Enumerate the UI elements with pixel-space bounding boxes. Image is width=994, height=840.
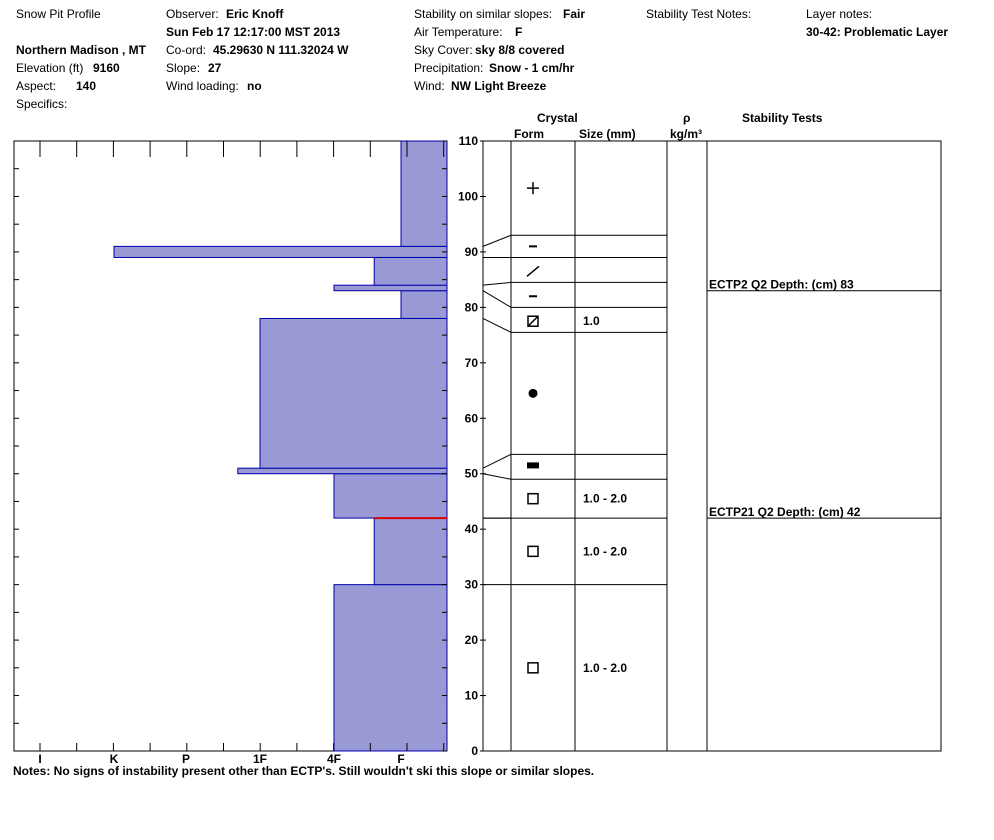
sky-value: sky 8/8 covered: [475, 43, 565, 57]
layer-connector-6: [482, 473, 512, 480]
hardness-bar-1: [373, 517, 448, 586]
crystal-form-square-icon: [527, 662, 539, 674]
layer-notes-label: Layer notes:: [806, 7, 873, 21]
coord-label: Co-ord:: [166, 43, 207, 57]
hardness-bar-4: [259, 317, 448, 469]
slope-value: 27: [208, 61, 222, 75]
location: Northern Madison , MT: [16, 43, 146, 57]
depth-tick-label-100: 100: [458, 189, 478, 203]
layer-connector-3: [482, 290, 512, 308]
stability-label: Stability on similar slopes:: [414, 7, 553, 21]
size-header: Size (mm): [579, 127, 636, 141]
coord-value: 45.29630 N 111.32024 W: [213, 43, 349, 57]
wind-loading-label: Wind loading:: [166, 79, 239, 93]
crystal-form-plus-icon: [527, 182, 539, 195]
air-temp-label: Air Temperature:: [414, 25, 503, 39]
layer-table-frame: [482, 140, 942, 752]
rho-header: ρ: [683, 111, 691, 125]
stability-tests-header: Stability Tests: [742, 111, 823, 125]
depth-tick-label-10: 10: [465, 689, 479, 703]
layer-connector-0: [482, 234, 512, 247]
depth-tick-label-110: 110: [459, 134, 479, 148]
observer-value: Eric Knoff: [226, 7, 284, 21]
notes: Notes: No signs of instability present o…: [13, 764, 595, 778]
layer-connector-2: [482, 281, 512, 286]
crystal-form-square-icon: [527, 545, 539, 558]
crystal-form-dot-icon: [528, 388, 538, 398]
elevation-label: Elevation (ft): [16, 61, 84, 75]
crystal-form-bar-icon: [527, 462, 539, 469]
hardness-tick-label-4F: 4F: [327, 752, 341, 766]
layer-connector-4: [482, 318, 512, 333]
sky-label: Sky Cover:: [414, 43, 473, 57]
hardness-bar-0: [333, 584, 448, 752]
crystal-form-slash-icon: [526, 265, 540, 277]
precip-value: Snow - 1 cm/hr: [489, 61, 575, 75]
hardness-tick-label-K: K: [110, 752, 119, 766]
depth-tick-label-90: 90: [465, 245, 479, 259]
hardness-bar-2: [333, 473, 448, 519]
depth-tick-label-40: 40: [465, 522, 479, 536]
hardness-tick-label-1F: 1F: [253, 752, 267, 766]
air-temp-value: F: [515, 25, 523, 39]
observer-label: Observer:: [166, 7, 219, 21]
specifics-label: Specifics:: [16, 97, 68, 111]
layer-connector-5: [482, 453, 512, 469]
hardness-bar-6: [333, 284, 448, 292]
hardness-bar-9: [400, 140, 448, 247]
hardness-bar-3: [237, 467, 448, 475]
crystal-form-square-icon: [527, 492, 539, 505]
stability-notes-label: Stability Test Notes:: [646, 7, 752, 21]
precip-label: Precipitation:: [414, 61, 484, 75]
density-unit-header: kg/m³: [670, 127, 703, 141]
crystal-header: Crystal: [537, 111, 578, 125]
observation-date: Sun Feb 17 12:17:00 MST 2013: [166, 25, 341, 39]
hardness-bar-7: [373, 256, 448, 286]
crystal-size-label-9: 1.0 - 2.0: [583, 661, 627, 675]
stability-test-label-0: ECTP2 Q2 Depth: (cm) 83: [709, 278, 854, 292]
form-header: Form: [514, 127, 544, 141]
elevation-value: 9160: [93, 61, 120, 75]
wind-loading-value: no: [247, 79, 262, 93]
aspect-label: Aspect:: [16, 79, 57, 93]
hardness-bar-8: [113, 245, 448, 258]
crystal-size-label-8: 1.0 - 2.0: [583, 544, 627, 558]
stability-test-label-1: ECTP21 Q2 Depth: (cm) 42: [709, 505, 861, 519]
hardness-tick-label-I: I: [38, 752, 41, 766]
crystal-size-label-4: 1.0: [583, 314, 600, 328]
layer-notes-value: 30-42: Problematic Layer: [806, 25, 949, 39]
hardness-tick-label-P: P: [182, 752, 190, 766]
wind-value: NW Light Breeze: [451, 79, 547, 93]
hardness-tick-label-F: F: [397, 752, 404, 766]
depth-tick-label-30: 30: [465, 578, 479, 592]
aspect-value: 140: [76, 79, 97, 93]
depth-tick-label-20: 20: [465, 633, 479, 647]
crystal-form-boxslash-icon: [527, 315, 539, 327]
stability-value: Fair: [563, 7, 586, 21]
hardness-bar-5: [400, 290, 448, 319]
profile-title: Snow Pit Profile: [16, 7, 101, 21]
depth-tick-label-50: 50: [465, 467, 479, 481]
depth-tick-label-80: 80: [465, 300, 479, 314]
depth-tick-label-60: 60: [465, 411, 479, 425]
slope-label: Slope:: [166, 61, 201, 75]
wind-label: Wind:: [414, 79, 445, 93]
crystal-size-label-7: 1.0 - 2.0: [583, 492, 627, 506]
depth-tick-label-0: 0: [471, 744, 478, 758]
depth-tick-label-70: 70: [465, 356, 479, 370]
